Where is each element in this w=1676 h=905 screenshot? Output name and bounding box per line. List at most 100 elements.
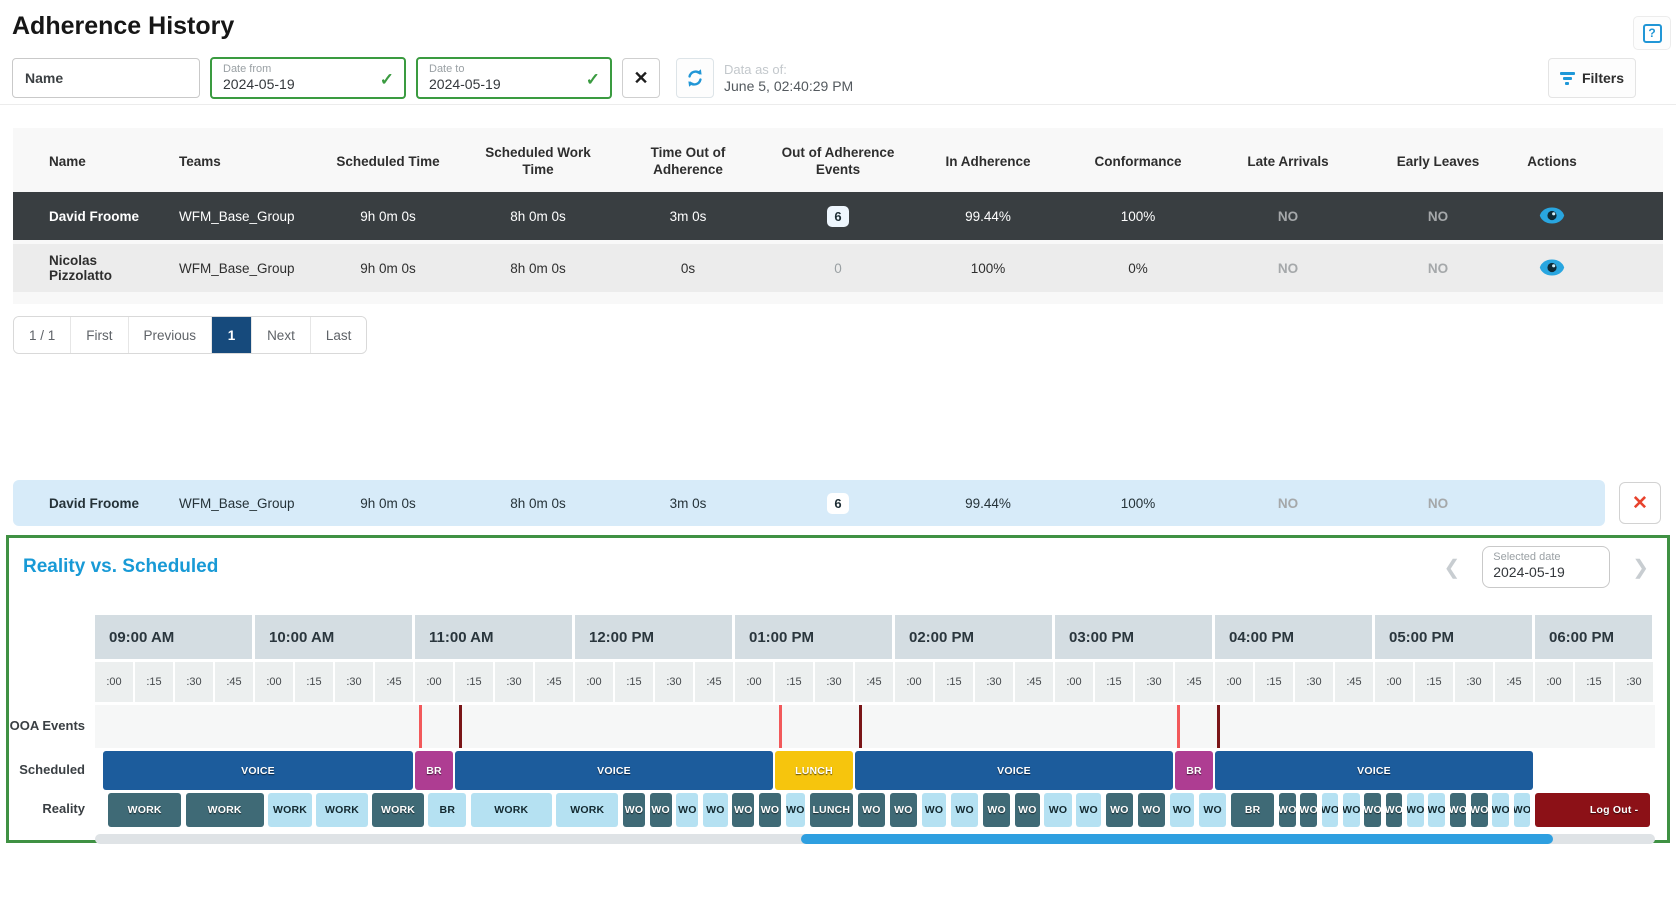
quarter-cell: :15 <box>1415 662 1453 702</box>
column-header-actions: Actions <box>1513 153 1591 170</box>
quarter-cell: :45 <box>855 662 893 702</box>
column-header-name: Name <box>13 153 163 170</box>
cell-time-out-of-adherence: 0s <box>680 260 696 276</box>
cell-early-leaves: NO <box>1427 208 1449 224</box>
reality-segment-wo-dark: WO <box>1385 793 1403 827</box>
hour-cell: 09:00 AM <box>95 615 252 659</box>
reality-segment-wo-light: WO <box>951 793 979 827</box>
ooa-events-count: 0 <box>834 260 842 276</box>
quarter-cell: :45 <box>695 662 733 702</box>
help-button[interactable]: ? <box>1633 16 1671 50</box>
quarter-cell: :45 <box>1335 662 1373 702</box>
ooa-event-marker <box>1176 705 1180 748</box>
reality-segment-wo-light: WO <box>1199 793 1227 827</box>
ooa-event-marker <box>459 705 463 748</box>
column-header-label: Early Leaves <box>1396 153 1480 169</box>
ooa-event-marker <box>419 705 423 748</box>
column-header-early-leaves: Early Leaves <box>1363 153 1513 170</box>
cell-late-arrivals: NO <box>1277 260 1299 276</box>
quarter-cell: :00 <box>895 662 933 702</box>
page-summary: 1 / 1 <box>14 317 72 353</box>
column-header-in-adherence: In Adherence <box>913 153 1063 170</box>
table-header-row: Name Teams Scheduled Time Scheduled Work Ti… <box>13 130 1663 192</box>
eye-icon <box>1539 259 1565 276</box>
filter-funnel-icon <box>1559 71 1575 85</box>
quarter-cell: :30 <box>495 662 533 702</box>
quarter-cell: :00 <box>1375 662 1413 702</box>
reality-segment-wo-light: WO <box>676 793 699 827</box>
previous-day-button[interactable]: ❮ <box>1435 551 1468 584</box>
reality-segment-wo-dark: WO <box>983 793 1011 827</box>
ooa-events-badge: 6 <box>827 205 849 227</box>
reality-segment-wo-dark: WO <box>759 793 781 827</box>
close-selected-agent-button[interactable]: ✕ <box>1619 482 1661 524</box>
column-header-label: Scheduled Work Time <box>485 145 591 177</box>
reality-segment-work-dark: WORK <box>372 793 424 827</box>
reality-segment-work-light: WORK <box>268 793 312 827</box>
column-header-label: Actions <box>1527 153 1577 169</box>
quarter-cell: :30 <box>175 662 213 702</box>
pagination-page-1-button[interactable]: 1 <box>212 317 253 353</box>
reality-segment-wo-light: WO <box>1044 793 1072 827</box>
cell-in-adherence: 100% <box>970 260 1006 276</box>
quarter-cell: :15 <box>935 662 973 702</box>
reality-segment-wo-dark: WO <box>889 793 917 827</box>
quarter-cell: :15 <box>295 662 333 702</box>
view-details-eye-button[interactable] <box>1537 257 1567 278</box>
data-as-of-value: June 5, 02:40:29 PM <box>724 78 854 94</box>
scheduled-segment-break: BR <box>1175 751 1213 790</box>
quarter-cell: :15 <box>455 662 493 702</box>
valid-check-icon: ✓ <box>379 70 394 89</box>
reality-vs-scheduled-panel: Reality vs. Scheduled ❮ Selected date 20… <box>6 535 1670 844</box>
next-day-button[interactable]: ❯ <box>1624 551 1657 584</box>
scheduled-row-label: Scheduled <box>19 761 85 777</box>
quarter-cell: :30 <box>655 662 693 702</box>
date-to-field[interactable]: Date to 2024-05-19 ✓ <box>416 57 612 99</box>
quarter-cell: :00 <box>575 662 613 702</box>
cell-early-leaves: NO <box>1427 495 1449 511</box>
cell-name: David Froome <box>49 208 140 224</box>
table-row: Nicolas Pizzolatto WFM_Base_Group 9h 0m 0s… <box>13 244 1663 292</box>
cell-in-adherence: 99.44% <box>965 495 1011 511</box>
selected-date-label: Selected date <box>1493 551 1561 563</box>
quarter-cell: :30 <box>1615 662 1653 702</box>
reality-segment-wo-dark: WO <box>1105 793 1133 827</box>
refresh-button[interactable] <box>676 58 714 98</box>
reality-segment-wo-dark: WO <box>1449 793 1467 827</box>
quarter-cell: :30 <box>335 662 373 702</box>
eye-icon <box>1539 207 1565 224</box>
reality-segment-wo-light: WO <box>1513 793 1531 827</box>
close-icon: ✕ <box>1632 492 1648 514</box>
pagination-previous-button[interactable]: Previous <box>128 317 213 353</box>
date-to-label: Date to <box>429 63 465 75</box>
reality-segment-wo-light: WO <box>1343 793 1360 827</box>
scheduled-segment-voice: VOICE <box>855 751 1173 790</box>
scheduled-segment-voice: VOICE <box>1215 751 1533 790</box>
timeline-scrollbar[interactable] <box>95 834 1655 844</box>
reality-segment-work-light: WORK <box>471 793 552 827</box>
selected-date-field[interactable]: Selected date 2024-05-19 <box>1482 546 1611 588</box>
view-details-eye-button[interactable] <box>1537 205 1567 226</box>
cell-conformance: 0% <box>1128 260 1148 276</box>
refresh-icon <box>685 68 705 88</box>
pagination-last-button[interactable]: Last <box>310 317 367 353</box>
pagination-next-button[interactable]: Next <box>252 317 311 353</box>
date-from-field[interactable]: Date from 2024-05-19 ✓ <box>210 57 406 99</box>
column-header-time-out-of-adherence: Time Out of Adherence <box>613 144 763 178</box>
name-filter-input[interactable] <box>12 58 200 98</box>
pagination-first-button[interactable]: First <box>71 317 129 353</box>
quarter-cell: :15 <box>1575 662 1613 702</box>
selected-agent-zone: David Froome WFM_Base_Group 9h 0m 0s 8h 0m … <box>13 480 1663 526</box>
timeline-scrollbar-thumb[interactable] <box>801 834 1553 844</box>
filters-button[interactable]: Filters <box>1548 58 1636 98</box>
pagination: 1 / 1 First Previous 1 Next Last <box>13 316 368 354</box>
cell-in-adherence: 99.44% <box>965 208 1011 224</box>
cell-ooa-events: 6 <box>763 492 913 514</box>
hour-cell: 03:00 PM <box>1055 615 1212 659</box>
reality-segment-wo-light: WO <box>1407 793 1424 827</box>
clear-filters-button[interactable]: ✕ <box>622 58 660 98</box>
quarter-cell: :45 <box>535 662 573 702</box>
filter-bar: Date from 2024-05-19 ✓ Date to 2024-05-1… <box>12 57 1664 99</box>
cell-scheduled-work-time: 8h 0m 0s <box>510 260 566 276</box>
quarter-cell: :15 <box>775 662 813 702</box>
